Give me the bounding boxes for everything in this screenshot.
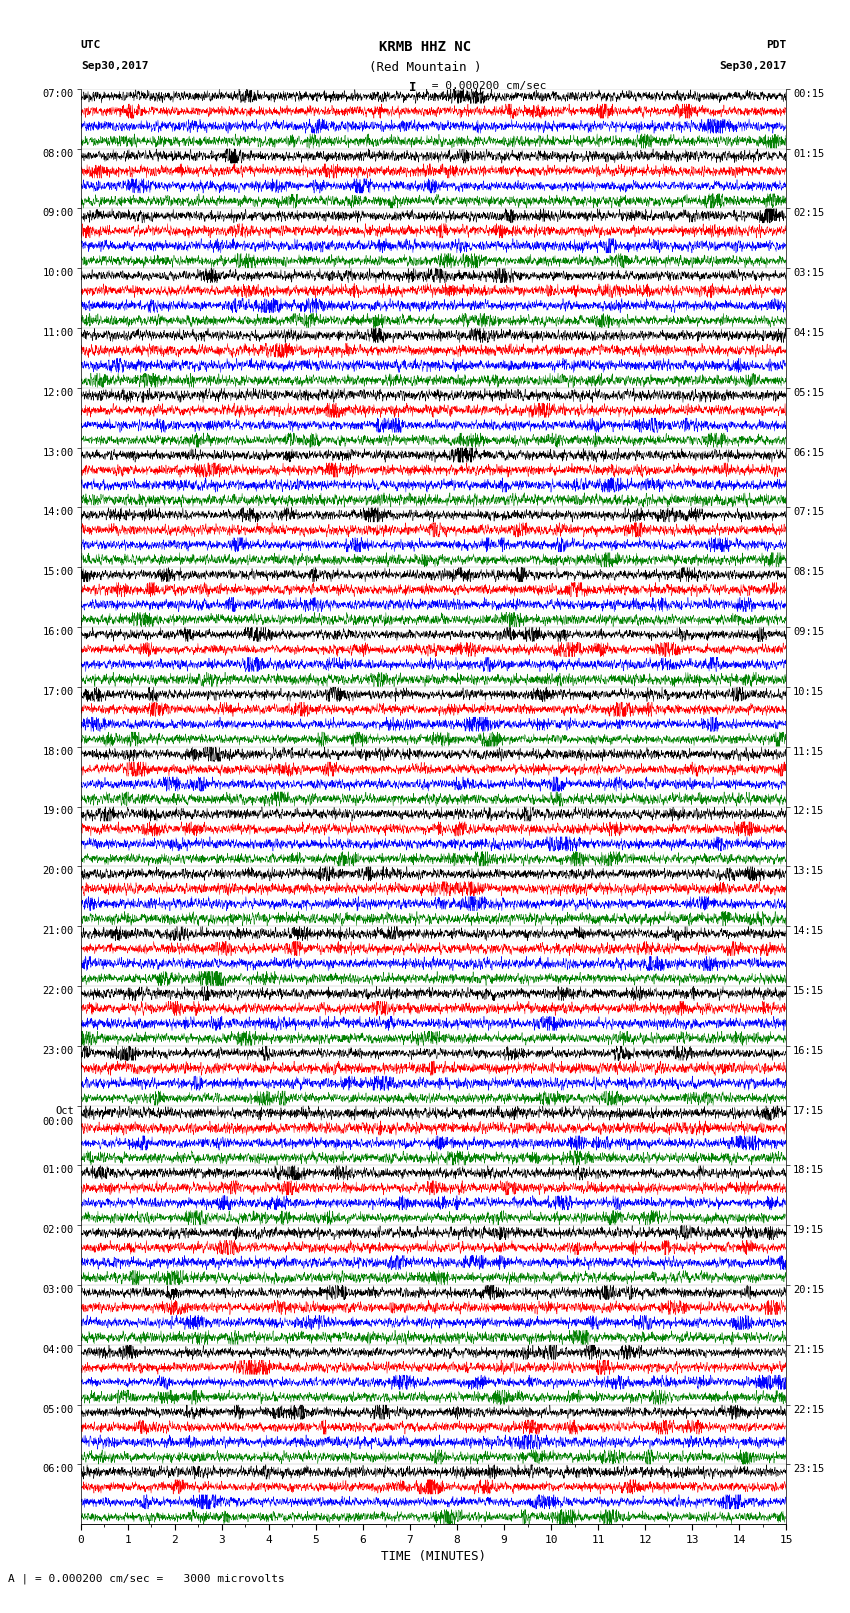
Text: (Red Mountain ): (Red Mountain )	[369, 61, 481, 74]
Text: I: I	[409, 81, 416, 94]
Text: A | = 0.000200 cm/sec =   3000 microvolts: A | = 0.000200 cm/sec = 3000 microvolts	[8, 1573, 286, 1584]
Text: Sep30,2017: Sep30,2017	[719, 61, 786, 71]
Text: PDT: PDT	[766, 40, 786, 50]
X-axis label: TIME (MINUTES): TIME (MINUTES)	[381, 1550, 486, 1563]
Text: = 0.000200 cm/sec: = 0.000200 cm/sec	[425, 81, 547, 90]
Text: KRMB HHZ NC: KRMB HHZ NC	[379, 40, 471, 55]
Text: UTC: UTC	[81, 40, 101, 50]
Text: Sep30,2017: Sep30,2017	[81, 61, 148, 71]
